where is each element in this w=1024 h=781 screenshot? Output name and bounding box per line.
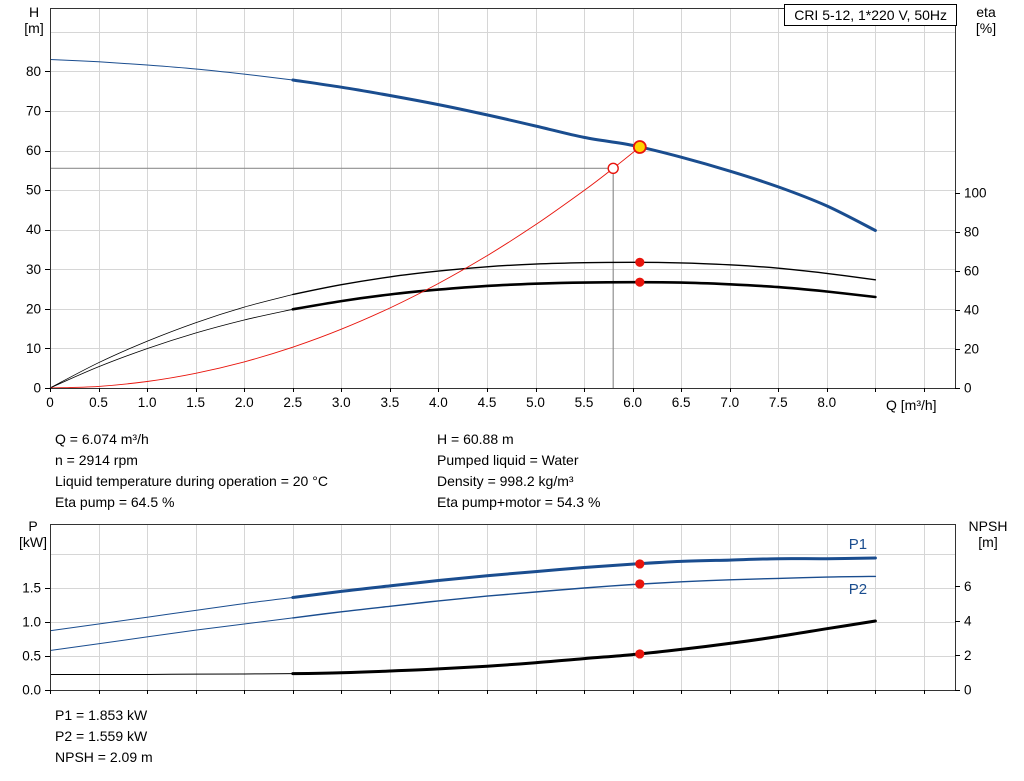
series-p2: P2 [49, 575, 877, 651]
operating-info-right-column: H = 60.88 m Pumped liquid = Water Densit… [437, 429, 600, 513]
svg-text:80: 80 [26, 64, 41, 79]
svg-text:3.5: 3.5 [380, 395, 399, 410]
info-line: Density = 998.2 kg/m³ [437, 473, 574, 489]
svg-text:70: 70 [26, 103, 41, 118]
info-line: Eta pump+motor = 54.3 % [437, 494, 601, 510]
svg-text:1.0: 1.0 [138, 395, 157, 410]
svg-text:4.5: 4.5 [478, 395, 497, 410]
svg-text:30: 30 [26, 262, 41, 277]
info-line: n = 2914 rpm [55, 452, 138, 468]
svg-text:0: 0 [964, 381, 972, 396]
svg-text:1.5: 1.5 [186, 395, 205, 410]
info-line: Q = 6.074 m³/h [55, 431, 149, 447]
svg-text:100: 100 [964, 186, 987, 201]
info-line: H = 60.88 m [437, 431, 514, 447]
svg-text:0: 0 [964, 683, 972, 698]
operating-info-left-column: Q = 6.074 m³/h n = 2914 rpm Liquid tempe… [55, 429, 328, 513]
svg-text:0.0: 0.0 [22, 683, 41, 698]
svg-text:2.0: 2.0 [235, 395, 254, 410]
svg-text:1.0: 1.0 [22, 614, 41, 629]
svg-text:2.5: 2.5 [283, 395, 302, 410]
operating-value-marker [635, 649, 645, 659]
series-system-curve [49, 146, 641, 389]
series-p1: P1 [49, 536, 877, 632]
svg-text:6: 6 [964, 579, 972, 594]
eta-axis-unit: [%] [975, 20, 997, 36]
series-eta-pump-motor [49, 280, 877, 389]
svg-text:60: 60 [964, 264, 979, 279]
svg-text:8.0: 8.0 [817, 395, 836, 410]
series-eta-pump [49, 261, 877, 389]
svg-text:4.0: 4.0 [429, 395, 448, 410]
svg-text:7.0: 7.0 [720, 395, 739, 410]
svg-text:5.5: 5.5 [575, 395, 594, 410]
svg-text:0: 0 [33, 381, 41, 396]
info-line: Liquid temperature during operation = 20… [55, 473, 328, 489]
info-line: P2 = 1.559 kW [55, 728, 148, 744]
svg-text:40: 40 [964, 303, 979, 318]
svg-text:3.0: 3.0 [332, 395, 351, 410]
operating-value-marker [635, 277, 645, 287]
svg-text:0.5: 0.5 [22, 648, 41, 663]
curve-label-p2: P2 [849, 581, 867, 598]
curve-label-p1: P1 [849, 536, 867, 553]
duty-point-marker[interactable] [632, 140, 647, 154]
svg-text:7.5: 7.5 [769, 395, 788, 410]
npsh-axis-title: NPSH [m] [960, 518, 1016, 550]
gridlines [50, 524, 955, 690]
svg-text:5.0: 5.0 [526, 395, 545, 410]
info-line: Eta pump = 64.5 % [55, 494, 175, 510]
eta-axis-name: eta [976, 4, 996, 20]
svg-text:20: 20 [964, 342, 979, 357]
svg-text:4: 4 [964, 613, 972, 628]
info-line: NPSH = 2.09 m [55, 749, 153, 765]
p-axis-name: P [28, 518, 38, 534]
svg-text:80: 80 [964, 225, 979, 240]
svg-text:20: 20 [26, 301, 41, 316]
series-npsh [50, 619, 877, 676]
plot-frame [50, 8, 956, 389]
requested-point-marker[interactable] [607, 162, 619, 175]
svg-text:2: 2 [964, 648, 972, 663]
svg-text:0.5: 0.5 [89, 395, 108, 410]
axis-tick-labels: 0 0.5 1.0 1.5 2.0 2.5 3.0 3.5 4.0 4.5 5.0 5.5 6.0 6.5… [26, 64, 987, 410]
svg-text:6.0: 6.0 [623, 395, 642, 410]
q-axis-title: Q [m³/h] [886, 397, 937, 413]
h-axis-name: H [28, 4, 40, 20]
svg-text:0: 0 [46, 395, 54, 410]
h-axis-title: H [m] [14, 4, 54, 36]
info-line: Pumped liquid = Water [437, 452, 579, 468]
hq-eta-chart: 0 0.5 1.0 1.5 2.0 2.5 3.0 3.5 4.0 4.5 5.0 5.5 6.0 6.5… [26, 8, 987, 410]
operating-value-marker [635, 559, 645, 569]
svg-text:1.5: 1.5 [22, 580, 41, 595]
axis-tick-labels: 0.0 0.5 1.0 1.5 0 2 4 6 [22, 579, 972, 698]
svg-text:40: 40 [26, 222, 41, 237]
chart-title-box: CRI 5-12, 1*220 V, 50Hz [784, 4, 957, 26]
eta-axis-title: eta [%] [963, 4, 1009, 36]
chart-title: CRI 5-12, 1*220 V, 50Hz [794, 7, 947, 23]
svg-text:50: 50 [26, 183, 41, 198]
gridlines [50, 8, 955, 388]
series-h-pump-curve [49, 59, 877, 232]
operating-value-marker [635, 579, 645, 589]
p-axis-title: P [kW] [10, 518, 56, 550]
power-npsh-chart: P1 P2 0.0 0.5 1.0 1.5 0 2 4 6 [22, 524, 972, 698]
operating-value-marker [635, 257, 645, 267]
info-line: P1 = 1.853 kW [55, 707, 148, 723]
axis-tick-marks [45, 586, 960, 694]
plot-frame [50, 524, 956, 691]
h-axis-unit: [m] [24, 20, 44, 36]
npsh-axis-unit: [m] [978, 534, 998, 550]
axis-tick-marks [45, 71, 960, 392]
npsh-axis-name: NPSH [968, 518, 1008, 534]
svg-text:10: 10 [26, 341, 41, 356]
power-info-block: P1 = 1.853 kW P2 = 1.559 kW NPSH = 2.09 … [55, 705, 153, 768]
svg-text:6.5: 6.5 [672, 395, 691, 410]
svg-text:60: 60 [26, 143, 41, 158]
p-axis-unit: [kW] [19, 534, 47, 550]
